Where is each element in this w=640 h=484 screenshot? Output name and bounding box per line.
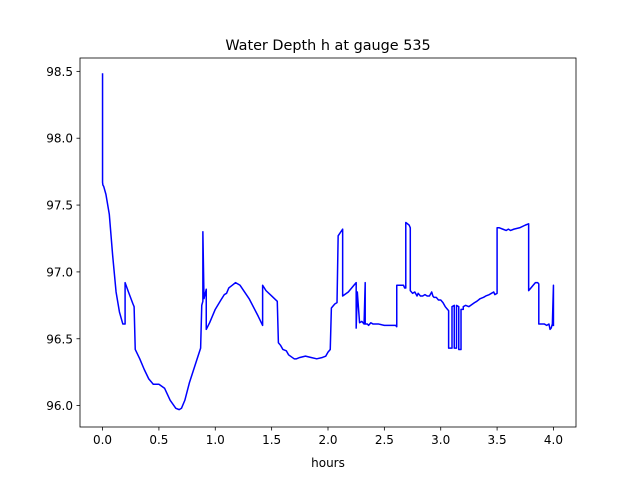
y-axis: 96.0 96.5 97.0 97.5 98.0 98.5	[46, 65, 80, 413]
x-tick-label: 3.0	[431, 433, 450, 447]
x-tick-label: 0.5	[149, 433, 168, 447]
y-tick-label: 98.0	[46, 132, 73, 146]
y-tick-label: 97.0	[46, 265, 73, 279]
series-line-0	[101, 73, 555, 411]
x-axis-label: hours	[311, 456, 345, 470]
x-tick-label: 2.5	[375, 433, 394, 447]
y-tick-label: 96.5	[46, 332, 73, 346]
x-tick-label: 3.5	[488, 433, 507, 447]
chart-title: Water Depth h at gauge 535	[225, 38, 430, 54]
x-axis: 0.0 0.5 1.0 1.5 2.0 2.5 3.0 3.5 4.0	[93, 427, 563, 447]
x-tick-label: 1.5	[262, 433, 281, 447]
y-tick-label: 98.5	[46, 65, 73, 79]
x-tick-label: 1.0	[206, 433, 225, 447]
x-tick-label: 2.0	[318, 433, 337, 447]
y-tick-label: 97.5	[46, 199, 73, 213]
x-tick-label: 0.0	[93, 433, 112, 447]
y-tick-label: 96.0	[46, 399, 73, 413]
x-tick-label: 4.0	[544, 433, 563, 447]
